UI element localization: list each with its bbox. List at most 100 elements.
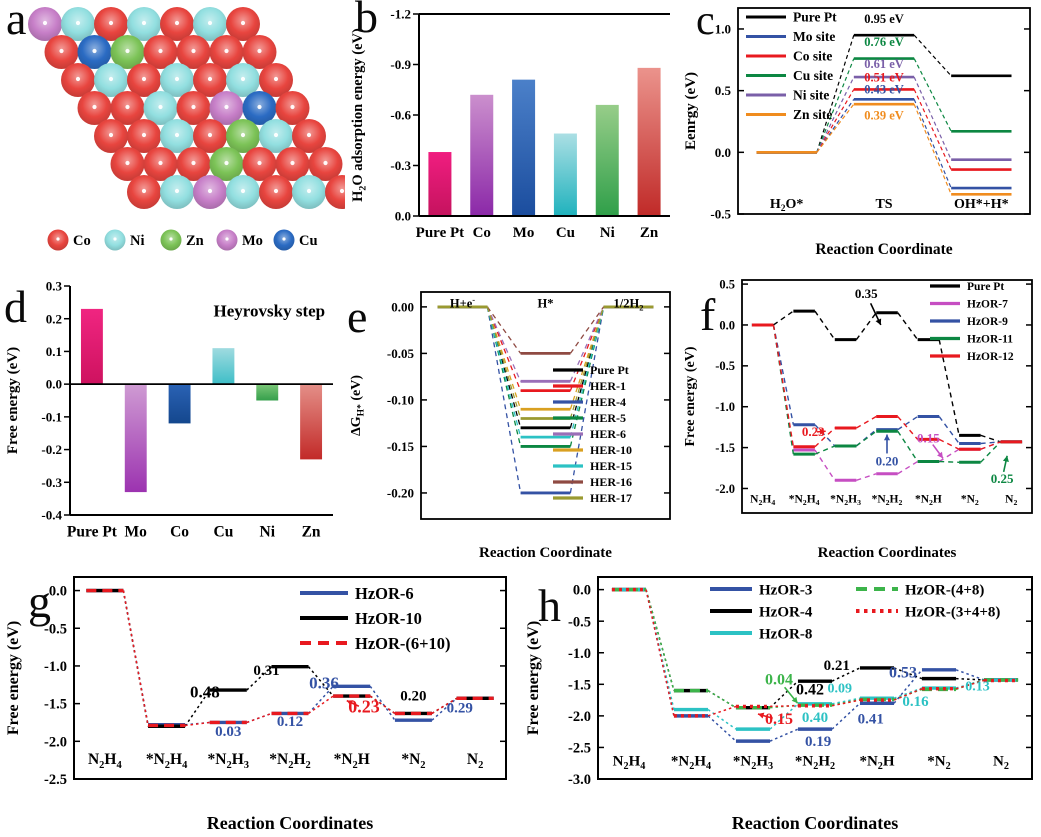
svg-text:Mo: Mo [242,233,263,249]
svg-text:OH*+H*: OH*+H* [954,197,1009,212]
svg-text:*N2H4: *N2H4 [671,753,711,772]
svg-text:*N2: *N2 [401,751,425,771]
svg-text:Pure Pt: Pure Pt [967,281,1004,293]
svg-text:-2.0: -2.0 [568,709,591,725]
svg-text:H2O*: H2O* [770,197,804,214]
svg-text:-0.4: -0.4 [41,508,62,523]
svg-text:-1.0: -1.0 [568,646,591,662]
svg-text:HzOR-4: HzOR-4 [759,604,813,620]
svg-text:0.31: 0.31 [253,663,279,679]
svg-text:HER-6: HER-6 [590,427,626,441]
svg-text:0.03: 0.03 [215,724,241,740]
svg-text:Reaction Coordinates: Reaction Coordinates [818,545,957,561]
svg-text:0.13: 0.13 [965,680,990,695]
svg-text:*N2H2: *N2H2 [269,751,311,771]
svg-text:HER-5: HER-5 [590,411,626,425]
svg-text:0.76 eV: 0.76 eV [864,35,904,49]
svg-text:HzOR-12: HzOR-12 [967,351,1014,363]
svg-text:-0.5: -0.5 [44,621,67,637]
svg-text:Cu: Cu [299,233,318,249]
svg-text:0.35: 0.35 [855,286,878,301]
svg-text:*N2H: *N2H [915,493,942,507]
svg-text:Ni: Ni [130,233,145,249]
svg-text:Free energy (eV): Free energy (eV) [5,621,22,735]
svg-text:Free energy (eV): Free energy (eV) [525,621,542,735]
svg-text:HzOR-6: HzOR-6 [355,584,414,603]
svg-text:H2O adsorption energy (eV): H2O adsorption energy (eV) [350,28,369,202]
svg-text:Zn: Zn [186,233,204,249]
svg-text:HER-4: HER-4 [590,395,626,409]
svg-text:HzOR-11: HzOR-11 [967,334,1013,346]
svg-text:Co: Co [170,524,189,541]
svg-text:0.0: 0.0 [715,145,731,160]
svg-text:*N2H4: *N2H4 [789,493,820,507]
svg-text:Zn: Zn [640,225,659,241]
svg-text:Mo: Mo [513,225,535,241]
svg-text:-1.0: -1.0 [44,659,67,675]
svg-text:0.04: 0.04 [765,671,793,688]
svg-text:0.0: 0.0 [719,318,735,332]
svg-text:*N2H3: *N2H3 [830,493,861,507]
svg-text:-0.9: -0.9 [390,57,411,72]
svg-text:Eenrgy (eV): Eenrgy (eV) [683,72,699,150]
panel-letter-c: c [696,0,715,44]
svg-text:-0.2: -0.2 [41,442,62,457]
panel-c-energy-diagram: 1.0 0.5 0.0 -0.5 H2O* TS OH*+H* Eenrgy (eV) Reac… [680,0,1041,267]
svg-text:0.39 eV: 0.39 eV [864,109,904,123]
panel-f-hzor-diagram: 0.5 0.0 -0.5 -1.0 -1.5 -2.0 N2H4 *N2H4 *N2H3 *N2H… [680,262,1041,570]
svg-text:-0.3: -0.3 [390,158,411,173]
svg-text:Reaction Coordinates: Reaction Coordinates [207,813,373,833]
svg-text:-2.5: -2.5 [568,741,591,757]
svg-text:0.61 eV: 0.61 eV [864,57,904,71]
svg-text:0.23: 0.23 [802,424,825,439]
svg-text:0.0: 0.0 [395,209,411,224]
svg-text:Free energy (eV): Free energy (eV) [683,346,698,446]
panel-letter-g: g [28,576,51,627]
svg-text:0.5: 0.5 [715,83,732,98]
svg-text:0.36: 0.36 [309,674,339,693]
svg-text:0.12: 0.12 [277,714,303,730]
svg-text:Co: Co [473,225,491,241]
panel-letter-e: e [347,291,368,342]
svg-text:H*: H* [538,297,554,311]
svg-text:HzOR-10: HzOR-10 [355,609,422,628]
svg-text:-0.5: -0.5 [568,614,591,630]
svg-text:HzOR-(6+10): HzOR-(6+10) [355,634,451,653]
svg-text:0.21: 0.21 [824,658,850,674]
svg-text:-0.1: -0.1 [41,409,62,424]
svg-text:0.20: 0.20 [400,689,426,705]
panel-letter-b: b [355,0,378,42]
svg-text:HER-1: HER-1 [590,379,626,393]
svg-text:N2H4: N2H4 [88,751,123,771]
svg-text:-2.5: -2.5 [44,772,67,788]
panel-letter-h: h [538,580,561,631]
svg-text:HzOR-(4+8): HzOR-(4+8) [905,582,984,598]
svg-text:Zn site: Zn site [793,107,832,122]
svg-text:1.0: 1.0 [715,22,731,37]
svg-text:0.3: 0.3 [46,279,63,294]
svg-text:-3.0: -3.0 [568,772,591,788]
panel-letter-d: d [4,281,27,332]
svg-text:HzOR-9: HzOR-9 [967,316,1008,328]
panel-a: a Co Ni Zn Mo Cu [0,0,359,262]
svg-text:H+e-: H+e- [450,295,475,311]
svg-text:Reaction Coordinate: Reaction Coordinate [479,545,612,561]
svg-text:TS: TS [875,197,892,212]
svg-text:ΔGH* (eV): ΔGH* (eV) [349,375,366,436]
svg-text:-2.0: -2.0 [715,482,735,496]
svg-text:Mo: Mo [125,524,148,541]
svg-text:0.43 eV: 0.43 eV [864,83,904,97]
svg-text:0.09: 0.09 [828,682,853,697]
svg-text:0.19: 0.19 [805,734,831,750]
svg-text:HzOR-3: HzOR-3 [759,582,812,598]
svg-text:-0.10: -0.10 [387,392,414,407]
svg-text:0.41: 0.41 [858,711,884,727]
svg-text:HER-10: HER-10 [590,443,632,457]
svg-text:-1.2: -1.2 [390,7,411,22]
svg-text:Reaction Coordinate: Reaction Coordinate [815,241,952,258]
svg-text:0.40: 0.40 [802,710,828,726]
svg-text:0.5: 0.5 [719,277,735,291]
svg-text:-0.05: -0.05 [387,346,415,361]
svg-text:-0.5: -0.5 [710,207,731,222]
